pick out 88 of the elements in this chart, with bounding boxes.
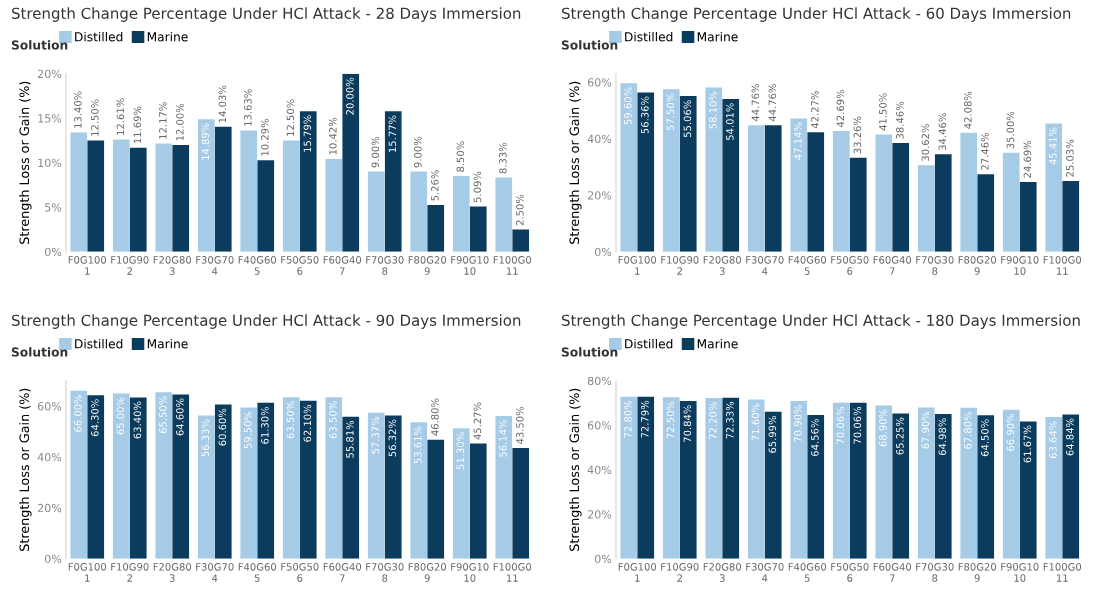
bar <box>282 140 300 252</box>
bar <box>722 99 740 252</box>
bar <box>410 171 428 252</box>
bar <box>790 118 808 252</box>
bar <box>342 416 360 559</box>
bar <box>452 176 470 252</box>
bar <box>662 397 680 559</box>
bar <box>452 428 470 559</box>
bar <box>764 411 782 559</box>
bar <box>70 390 88 559</box>
bar <box>342 73 360 252</box>
bar <box>892 143 910 252</box>
bar <box>764 125 782 252</box>
bar <box>807 415 825 559</box>
bar <box>87 140 105 252</box>
bar <box>70 132 88 252</box>
bar <box>1002 409 1020 559</box>
bar <box>112 139 130 252</box>
bar <box>214 404 232 559</box>
bar <box>1019 181 1037 252</box>
bar <box>934 414 952 559</box>
bar <box>129 147 147 252</box>
bar <box>977 415 995 559</box>
bar <box>620 83 638 252</box>
bar <box>679 96 697 252</box>
bar <box>384 415 402 559</box>
bar <box>849 157 867 252</box>
bar <box>1045 417 1063 559</box>
bar <box>807 132 825 252</box>
bar <box>367 412 385 559</box>
bar <box>155 143 173 252</box>
bar <box>1002 152 1020 252</box>
bar <box>172 394 190 559</box>
bar <box>299 111 317 252</box>
bar <box>917 165 935 252</box>
bar <box>512 448 530 559</box>
bar <box>662 89 680 252</box>
bar <box>705 398 723 559</box>
bar <box>747 399 765 559</box>
bar <box>1019 421 1037 559</box>
bar <box>240 130 258 252</box>
bar <box>917 407 935 559</box>
bar <box>960 407 978 559</box>
bar <box>747 125 765 252</box>
bar <box>1062 181 1080 252</box>
bar <box>960 132 978 252</box>
bar <box>410 422 428 559</box>
bar <box>620 396 638 559</box>
bar <box>197 119 215 252</box>
bar <box>325 158 343 252</box>
bar <box>1062 414 1080 559</box>
bar <box>875 405 893 559</box>
bar <box>197 415 215 559</box>
bar <box>257 160 275 252</box>
bar <box>705 87 723 252</box>
bar <box>469 206 487 252</box>
bar <box>790 400 808 559</box>
bar <box>129 397 147 559</box>
bar <box>512 229 530 252</box>
bar <box>257 402 275 559</box>
bar <box>934 154 952 252</box>
bar <box>427 204 445 252</box>
bar <box>155 392 173 559</box>
bar <box>469 443 487 559</box>
bar <box>427 439 445 559</box>
bar <box>1045 123 1063 252</box>
bar <box>299 400 317 559</box>
bar <box>240 407 258 559</box>
bar <box>282 397 300 559</box>
bar <box>495 415 513 559</box>
bar <box>172 144 190 252</box>
bar <box>849 402 867 559</box>
bar <box>637 92 655 252</box>
bar <box>875 134 893 252</box>
bar <box>495 177 513 252</box>
bar <box>977 174 995 252</box>
bar <box>892 413 910 559</box>
bar <box>832 131 850 252</box>
bar <box>679 401 697 559</box>
bar <box>214 126 232 252</box>
bar <box>384 111 402 252</box>
bar <box>367 171 385 252</box>
bar <box>637 396 655 559</box>
bar <box>722 397 740 559</box>
bar <box>87 395 105 559</box>
bar <box>325 397 343 559</box>
bar <box>832 402 850 559</box>
bar <box>112 393 130 559</box>
